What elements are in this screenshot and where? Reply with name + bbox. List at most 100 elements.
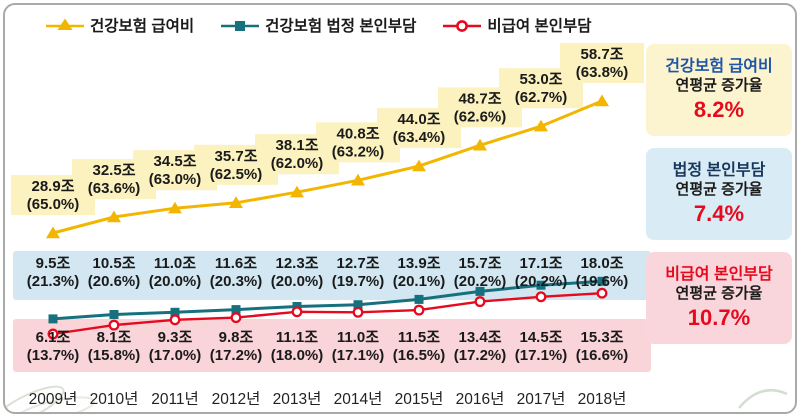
summary-box-title: 법정 본인부담 — [672, 161, 766, 179]
circle-marker-icon — [291, 306, 303, 318]
benefit-label-share: (63.4%) — [393, 129, 446, 146]
legend-item-statutory: 건강보험 법정 본인부담 — [220, 14, 416, 36]
noncovered-label-value: 6.1조 — [36, 329, 71, 346]
statutory-label-share: (20.2%) — [515, 273, 568, 290]
noncovered-label-value: 11.1조 — [276, 329, 318, 346]
summary-box-title: 비급여 본인부담 — [665, 265, 773, 283]
noncovered-label-value: 9.3조 — [158, 329, 193, 346]
triangle-marker-icon — [595, 94, 609, 107]
x-axis-label: 2012년 — [212, 390, 261, 408]
statutory-label-share: (20.0%) — [149, 273, 202, 290]
circle-marker-icon — [596, 287, 608, 299]
series-line-2 — [52, 292, 603, 336]
benefit-label-share: (63.8%) — [576, 64, 629, 81]
benefit-label-value: 38.1조 — [276, 137, 319, 154]
x-axis-label: 2011년 — [151, 390, 199, 408]
square-marker-icon — [170, 307, 180, 317]
statutory-label-value: 12.3조 — [276, 255, 319, 272]
triangle-marker-icon — [46, 226, 60, 239]
series-line-1 — [52, 279, 603, 321]
triangle-marker-icon — [229, 196, 243, 208]
benefit-label-value: 32.5조 — [93, 162, 136, 179]
square-marker-icon — [414, 294, 424, 304]
benefit-label-box — [560, 43, 644, 83]
summary-box-subtitle: 연평균 증가율 — [675, 181, 763, 199]
noncovered-label-value: 8.1조 — [97, 329, 132, 346]
noncovered-label-share: (15.8%) — [88, 347, 141, 364]
noncovered-label-share: (17.2%) — [210, 347, 263, 364]
benefit-label-share: (62.6%) — [454, 108, 507, 125]
circle-marker-icon — [535, 291, 547, 303]
benefit-label-value: 48.7조 — [459, 90, 502, 107]
circle-marker-icon — [108, 319, 120, 331]
summary-box-subtitle: 연평균 증가율 — [675, 285, 763, 303]
benefit-label-value: 34.5조 — [154, 153, 197, 170]
statutory-label-share: (20.2%) — [454, 273, 507, 290]
benefit-label-share: (62.7%) — [515, 89, 568, 106]
summary-box-value: 8.2% — [693, 96, 745, 122]
x-axis-label: 2018년 — [578, 390, 627, 408]
benefit-label-value: 44.0조 — [398, 111, 441, 128]
triangle-marker-icon — [168, 201, 182, 214]
summary-box-subtitle: 연평균 증가율 — [675, 77, 763, 95]
square-marker-icon — [231, 305, 241, 315]
summary-box-value: 7.4% — [693, 200, 745, 226]
slide-frame: 28.9조 (65.0%) 32.5조 (63.6%) 34.5조 (63.0%) 35.7… — [3, 3, 797, 414]
circle-marker-icon — [474, 296, 486, 308]
benefit-label-value: 40.8조 — [337, 125, 380, 142]
square-marker-icon — [48, 314, 58, 324]
legend-item-noncovered: 비급여 본인부담 — [442, 14, 592, 36]
noncovered-label-share: (13.7%) — [27, 347, 80, 364]
series-line-0 — [52, 99, 603, 235]
square-marker-icon — [109, 310, 119, 319]
chart-legend: 건강보험 급여비 건강보험 법정 본인부담 비급여 본인부담 — [45, 14, 592, 36]
square-marker-icon — [536, 280, 546, 290]
triangle-marker-icon — [290, 185, 304, 198]
statutory-label-share: (20.1%) — [393, 273, 446, 290]
statutory-label-share: (20.0%) — [271, 273, 324, 290]
benefit-label-value: 28.9조 — [32, 178, 75, 195]
statutory-label-share: (19.7%) — [332, 273, 385, 290]
noncovered-label-share: (17.1%) — [515, 347, 568, 364]
statutory-label-share: (20.3%) — [210, 273, 263, 290]
noncovered-label-share: (16.5%) — [393, 347, 446, 364]
statutory-label-share: (20.6%) — [88, 273, 141, 290]
benefit-label-share: (63.2%) — [332, 143, 385, 160]
summary-box-noncovered: 비급여 본인부담 연평균 증가율 10.7% — [646, 252, 792, 344]
noncovered-label-share: (17.0%) — [149, 347, 202, 364]
legend-label: 건강보험 법정 본인부담 — [265, 18, 417, 35]
statutory-label-value: 9.5조 — [36, 255, 71, 272]
noncovered-label-share: (18.0%) — [271, 347, 324, 364]
statutory-label-value: 13.9조 — [398, 255, 441, 272]
statutory-label-value: 10.5조 — [93, 255, 136, 272]
circle-marker-icon — [169, 314, 181, 326]
statutory-label-share: (19.6%) — [576, 273, 629, 290]
noncovered-label-band — [13, 319, 651, 372]
triangle-marker-icon — [534, 119, 548, 132]
benefit-label-value: 58.7조 — [581, 46, 624, 63]
summary-box-benefit: 건강보험 급여비 연평균 증가율 8.2% — [646, 44, 792, 136]
line-chart: 28.9조(65.0%) 32.5조(63.6%) 34.5조(63.0%) 35.7… — [11, 43, 651, 408]
noncovered-label-value: 13.4조 — [459, 329, 502, 346]
statutory-label-band — [13, 251, 651, 300]
triangle-marker-icon — [412, 159, 426, 172]
x-axis-label: 2015년 — [395, 390, 444, 408]
noncovered-label-value: 14.5조 — [520, 329, 563, 346]
noncovered-label-share: (17.1%) — [332, 347, 385, 364]
circle-marker-icon — [443, 20, 482, 32]
legend-label: 비급여 본인부담 — [487, 18, 592, 35]
x-axis-label: 2016년 — [456, 390, 505, 408]
summary-panel: 건강보험 급여비 연평균 증가율 8.2% 법정 본인부담 연평균 증가율 7.… — [646, 44, 792, 344]
circle-marker-icon — [230, 312, 242, 324]
noncovered-label-share: (17.2%) — [454, 347, 507, 364]
circle-marker-icon — [47, 328, 59, 340]
summary-box-statutory: 법정 본인부담 연평균 증가율 7.4% — [646, 148, 792, 240]
legend-item-benefit: 건강보험 급여비 — [45, 14, 194, 36]
square-marker-icon — [221, 21, 260, 31]
statutory-label-share: (21.3%) — [27, 273, 80, 290]
triangle-marker-icon — [473, 138, 487, 151]
benefit-label-share: (63.0%) — [149, 171, 202, 188]
statutory-label-value: 11.0조 — [154, 255, 196, 272]
legend-label: 건강보험 급여비 — [90, 18, 195, 35]
x-axis-label: 2010년 — [90, 390, 139, 408]
